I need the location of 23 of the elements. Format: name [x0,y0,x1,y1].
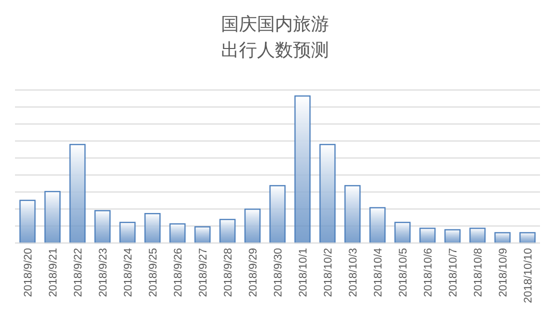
tick-label: 2018/9/30 [272,248,284,297]
tick-label: 2018/9/23 [98,248,110,297]
tick-label: 2018/10/3 [348,248,360,297]
tick-label: 2018/9/22 [72,248,84,297]
tick-label: 2018/10/7 [448,248,460,297]
tick-label: 2018/9/28 [222,248,234,297]
tick-label: 2018/10/5 [398,248,410,297]
tick-label: 2018/10/4 [372,248,384,297]
tick-label: 2018/9/26 [172,248,184,297]
tick-label: 2018/10/6 [422,248,434,297]
tick-label: 2018/9/27 [198,248,210,297]
tick-label: 2018/9/25 [148,248,160,297]
tick-label: 2018/10/8 [472,248,484,297]
tick-label: 2018/10/1 [298,248,310,297]
tick-label: 2018/9/21 [48,248,60,297]
tick-label: 2018/9/20 [22,248,34,297]
tick-label: 2018/9/24 [122,248,134,297]
title: 国庆国内旅游 [221,14,329,34]
tick-label: 2018/10/10 [522,248,534,304]
tick-label: 2018/10/2 [322,248,334,297]
tick-label: 2018/10/9 [498,248,510,297]
tick-label: 2018/9/29 [248,248,260,297]
title: 出行人数预测 [221,40,329,60]
